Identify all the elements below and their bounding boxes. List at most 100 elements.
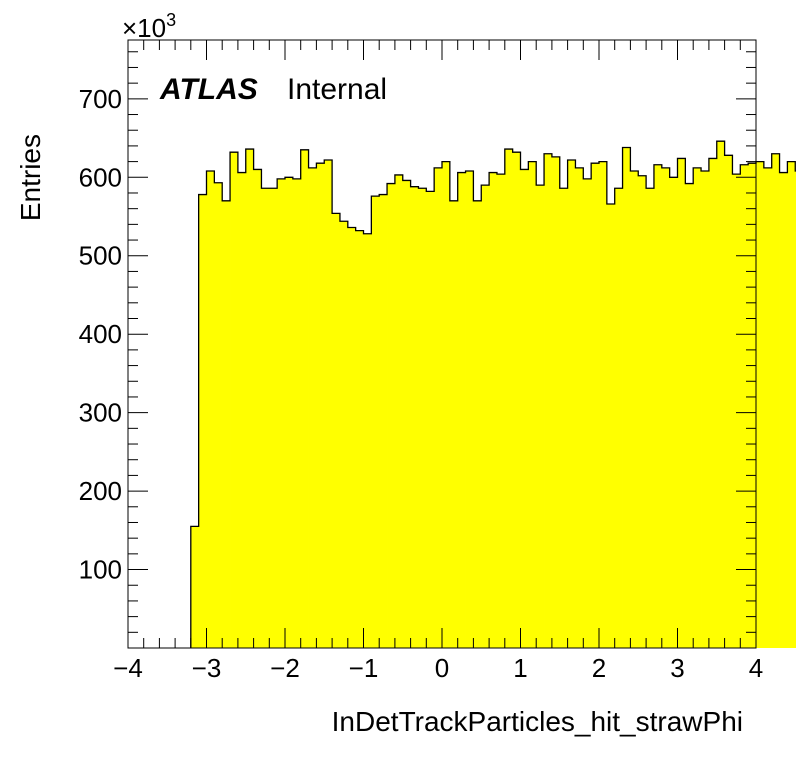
- histogram-bin: [387, 183, 396, 648]
- histogram-bin: [512, 152, 521, 649]
- y-tick-label: 400: [79, 319, 122, 349]
- histogram-bin: [669, 177, 678, 648]
- histogram-bin: [316, 163, 325, 648]
- histogram-bin: [347, 227, 357, 648]
- histogram-bin: [661, 167, 671, 648]
- histogram-bin: [504, 149, 514, 649]
- histogram-bin: [489, 172, 498, 648]
- histogram-bin: [292, 178, 302, 648]
- histogram-bars: [190, 141, 796, 649]
- histogram-bin: [583, 178, 592, 648]
- histogram-bin: [410, 186, 419, 648]
- y-axis-multiplier: ×103: [122, 10, 176, 43]
- histogram-bin: [575, 167, 584, 648]
- histogram-bin: [308, 167, 317, 648]
- histogram-bin: [599, 161, 608, 648]
- histogram-bin: [198, 194, 207, 648]
- y-tick-label: 200: [79, 476, 122, 506]
- histogram-bin: [206, 171, 215, 648]
- histogram-bin: [253, 169, 262, 648]
- histogram-bin: [379, 194, 388, 648]
- histogram-bin: [214, 182, 223, 649]
- histogram-bin: [426, 191, 435, 648]
- histogram-bin: [677, 158, 686, 649]
- x-tick-label: 2: [592, 653, 606, 683]
- histogram-bin: [771, 153, 780, 649]
- histogram-bin: [222, 200, 231, 648]
- histogram-bin: [591, 163, 600, 648]
- y-axis-title: Entries: [15, 134, 46, 221]
- histogram-bin: [646, 188, 655, 648]
- histogram-bin: [732, 174, 741, 648]
- histogram-bin: [740, 164, 749, 648]
- internal-label: Internal: [287, 73, 387, 106]
- histogram-bin: [630, 171, 639, 648]
- x-tick-label: −3: [192, 653, 222, 683]
- histogram-bin: [457, 172, 466, 648]
- histogram-bin: [230, 152, 239, 649]
- histogram-bin: [614, 188, 623, 648]
- histogram-bin: [355, 230, 364, 648]
- histogram-bin: [779, 172, 788, 648]
- histogram-bin: [269, 188, 278, 648]
- x-tick-label: 4: [749, 653, 763, 683]
- histogram-bin: [551, 156, 561, 649]
- x-tick-label: 3: [670, 653, 684, 683]
- histogram-bin: [402, 180, 411, 648]
- y-tick-label: 600: [79, 162, 122, 192]
- x-tick-label: −1: [349, 653, 379, 683]
- histogram-bin: [418, 188, 427, 648]
- histogram-bin: [685, 183, 694, 648]
- histogram-bin: [653, 164, 663, 648]
- histogram-bin: [787, 161, 796, 648]
- histogram-bin: [300, 149, 309, 648]
- histogram-bin: [638, 175, 647, 648]
- histogram-bin: [716, 141, 725, 648]
- histogram-bin: [394, 174, 404, 648]
- atlas-label: ATLAS: [159, 73, 258, 106]
- histogram-bin: [724, 155, 733, 649]
- histogram-bin: [261, 188, 270, 648]
- histogram-step-line: [190, 140, 796, 648]
- histogram-bin: [285, 177, 294, 648]
- histogram-bin: [496, 174, 506, 648]
- histogram-bin: [371, 196, 380, 648]
- histogram-bin: [363, 233, 372, 648]
- histogram-bin: [693, 167, 702, 648]
- x-tick-labels: −4 −3 −2 −1 0 1 2 3 4: [113, 653, 763, 683]
- histogram-bin: [536, 185, 545, 648]
- axis-ticks: [127, 40, 757, 648]
- y-tick-labels: 100 200 300 400 500 600 700: [79, 84, 122, 585]
- histogram-bin: [442, 161, 451, 648]
- histogram-bin: [465, 171, 474, 648]
- y-tick-label: 300: [79, 398, 122, 428]
- histogram-bin: [606, 203, 616, 648]
- histogram-outline: [190, 140, 796, 648]
- histogram-bin: [559, 188, 568, 648]
- histogram-bin: [520, 169, 529, 648]
- histogram-bin: [763, 167, 773, 648]
- histogram-bin: [449, 200, 459, 648]
- histogram-bin: [748, 163, 757, 648]
- histogram-bin: [544, 153, 553, 649]
- histogram-bin: [332, 213, 341, 649]
- histogram-bin: [528, 161, 537, 648]
- histogram-bin: [622, 147, 631, 649]
- x-tick-label: 1: [513, 653, 527, 683]
- x-tick-label: −4: [113, 653, 143, 683]
- histogram-bin: [756, 161, 765, 648]
- x-axis-title: InDetTrackParticles_hit_strawPhi: [332, 706, 743, 737]
- histogram-bin: [473, 200, 482, 648]
- y-tick-label: 500: [79, 241, 122, 271]
- histogram-bin: [237, 172, 247, 648]
- histogram-bin: [245, 149, 254, 649]
- histogram-bin: [708, 158, 718, 649]
- histogram-bin: [701, 171, 710, 648]
- histogram-bin: [339, 221, 349, 649]
- histogram-bin: [481, 185, 490, 648]
- histogram-bin: [277, 178, 286, 648]
- x-tick-label: −2: [270, 653, 300, 683]
- histogram-bin: [190, 526, 200, 648]
- x-tick-label: 0: [435, 653, 449, 683]
